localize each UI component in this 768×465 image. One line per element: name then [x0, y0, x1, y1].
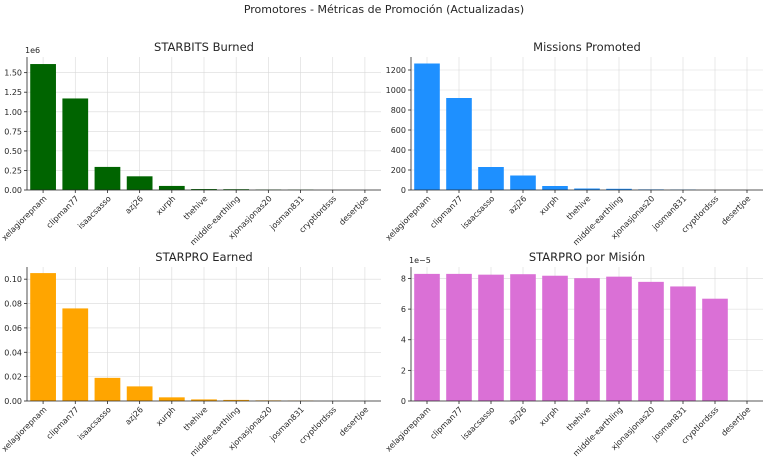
y-tick-label: 1.25 [4, 88, 22, 97]
y-tick-label: 0.00 [4, 186, 22, 195]
bar-azj26 [127, 176, 153, 190]
bar-josman831 [670, 286, 696, 401]
y-tick-label: 0.50 [4, 147, 22, 156]
bar-thehive [574, 278, 600, 401]
figure-title: Promotores - Métricas de Promoción (Actu… [244, 3, 524, 16]
y-tick-label: 200 [391, 166, 406, 175]
y-tick-label: 8 [401, 274, 406, 283]
bar-xjonasjonas20 [638, 282, 664, 401]
y-offset-label: 1e−5 [409, 256, 431, 265]
y-tick-label: 400 [391, 146, 406, 155]
y-tick-label: 0.08 [4, 300, 22, 309]
y-tick-label: 1000 [386, 86, 406, 95]
bar-azj26 [510, 274, 536, 401]
bar-xurph [159, 397, 185, 401]
bar-isaacsasso [478, 167, 504, 190]
bar-azj26 [510, 176, 536, 191]
y-tick-label: 1.50 [4, 69, 22, 78]
bar-isaacsasso [95, 378, 121, 401]
bar-isaacsasso [478, 275, 504, 401]
y-tick-label: 0 [401, 186, 406, 195]
bar-xurph [159, 186, 185, 190]
y-tick-label: 0.10 [4, 275, 22, 284]
y-tick-label: 0.00 [4, 397, 22, 406]
bar-xelagiorepnam [414, 274, 440, 401]
bar-xelagiorepnam [30, 273, 56, 401]
bar-xurph [542, 276, 568, 401]
y-tick-label: 1.00 [4, 108, 22, 117]
bar-azj26 [127, 386, 153, 401]
y-tick-label: 6 [401, 305, 406, 314]
y-tick-label: 600 [391, 126, 406, 135]
chart-title: STARBITS Burned [154, 40, 254, 54]
y-tick-label: 2 [401, 366, 406, 375]
y-tick-label: 1200 [386, 66, 406, 75]
chart-title: Missions Promoted [533, 40, 641, 54]
y-tick-label: 0.02 [4, 373, 22, 382]
bar-cryptlordsss [702, 299, 728, 401]
bar-clipman77 [446, 274, 472, 401]
y-tick-label: 0.06 [4, 324, 22, 333]
y-tick-label: 0.04 [4, 348, 22, 357]
bar-clipman77 [446, 98, 472, 190]
y-offset-label: 1e6 [25, 46, 40, 55]
bar-clipman77 [62, 308, 88, 401]
y-tick-label: 800 [391, 106, 406, 115]
chart-title: STARPRO por Misión [529, 250, 645, 264]
bar-middle-earthling [606, 277, 632, 401]
y-tick-label: 0.75 [4, 127, 22, 136]
chart-title: STARPRO Earned [155, 250, 252, 264]
y-tick-label: 0 [401, 397, 406, 406]
bar-clipman77 [62, 98, 88, 190]
bar-xurph [542, 186, 568, 190]
y-tick-label: 4 [401, 336, 406, 345]
bar-xelagiorepnam [30, 64, 56, 190]
bar-isaacsasso [95, 167, 121, 190]
y-tick-label: 0.25 [4, 166, 22, 175]
bar-xelagiorepnam [414, 64, 440, 191]
